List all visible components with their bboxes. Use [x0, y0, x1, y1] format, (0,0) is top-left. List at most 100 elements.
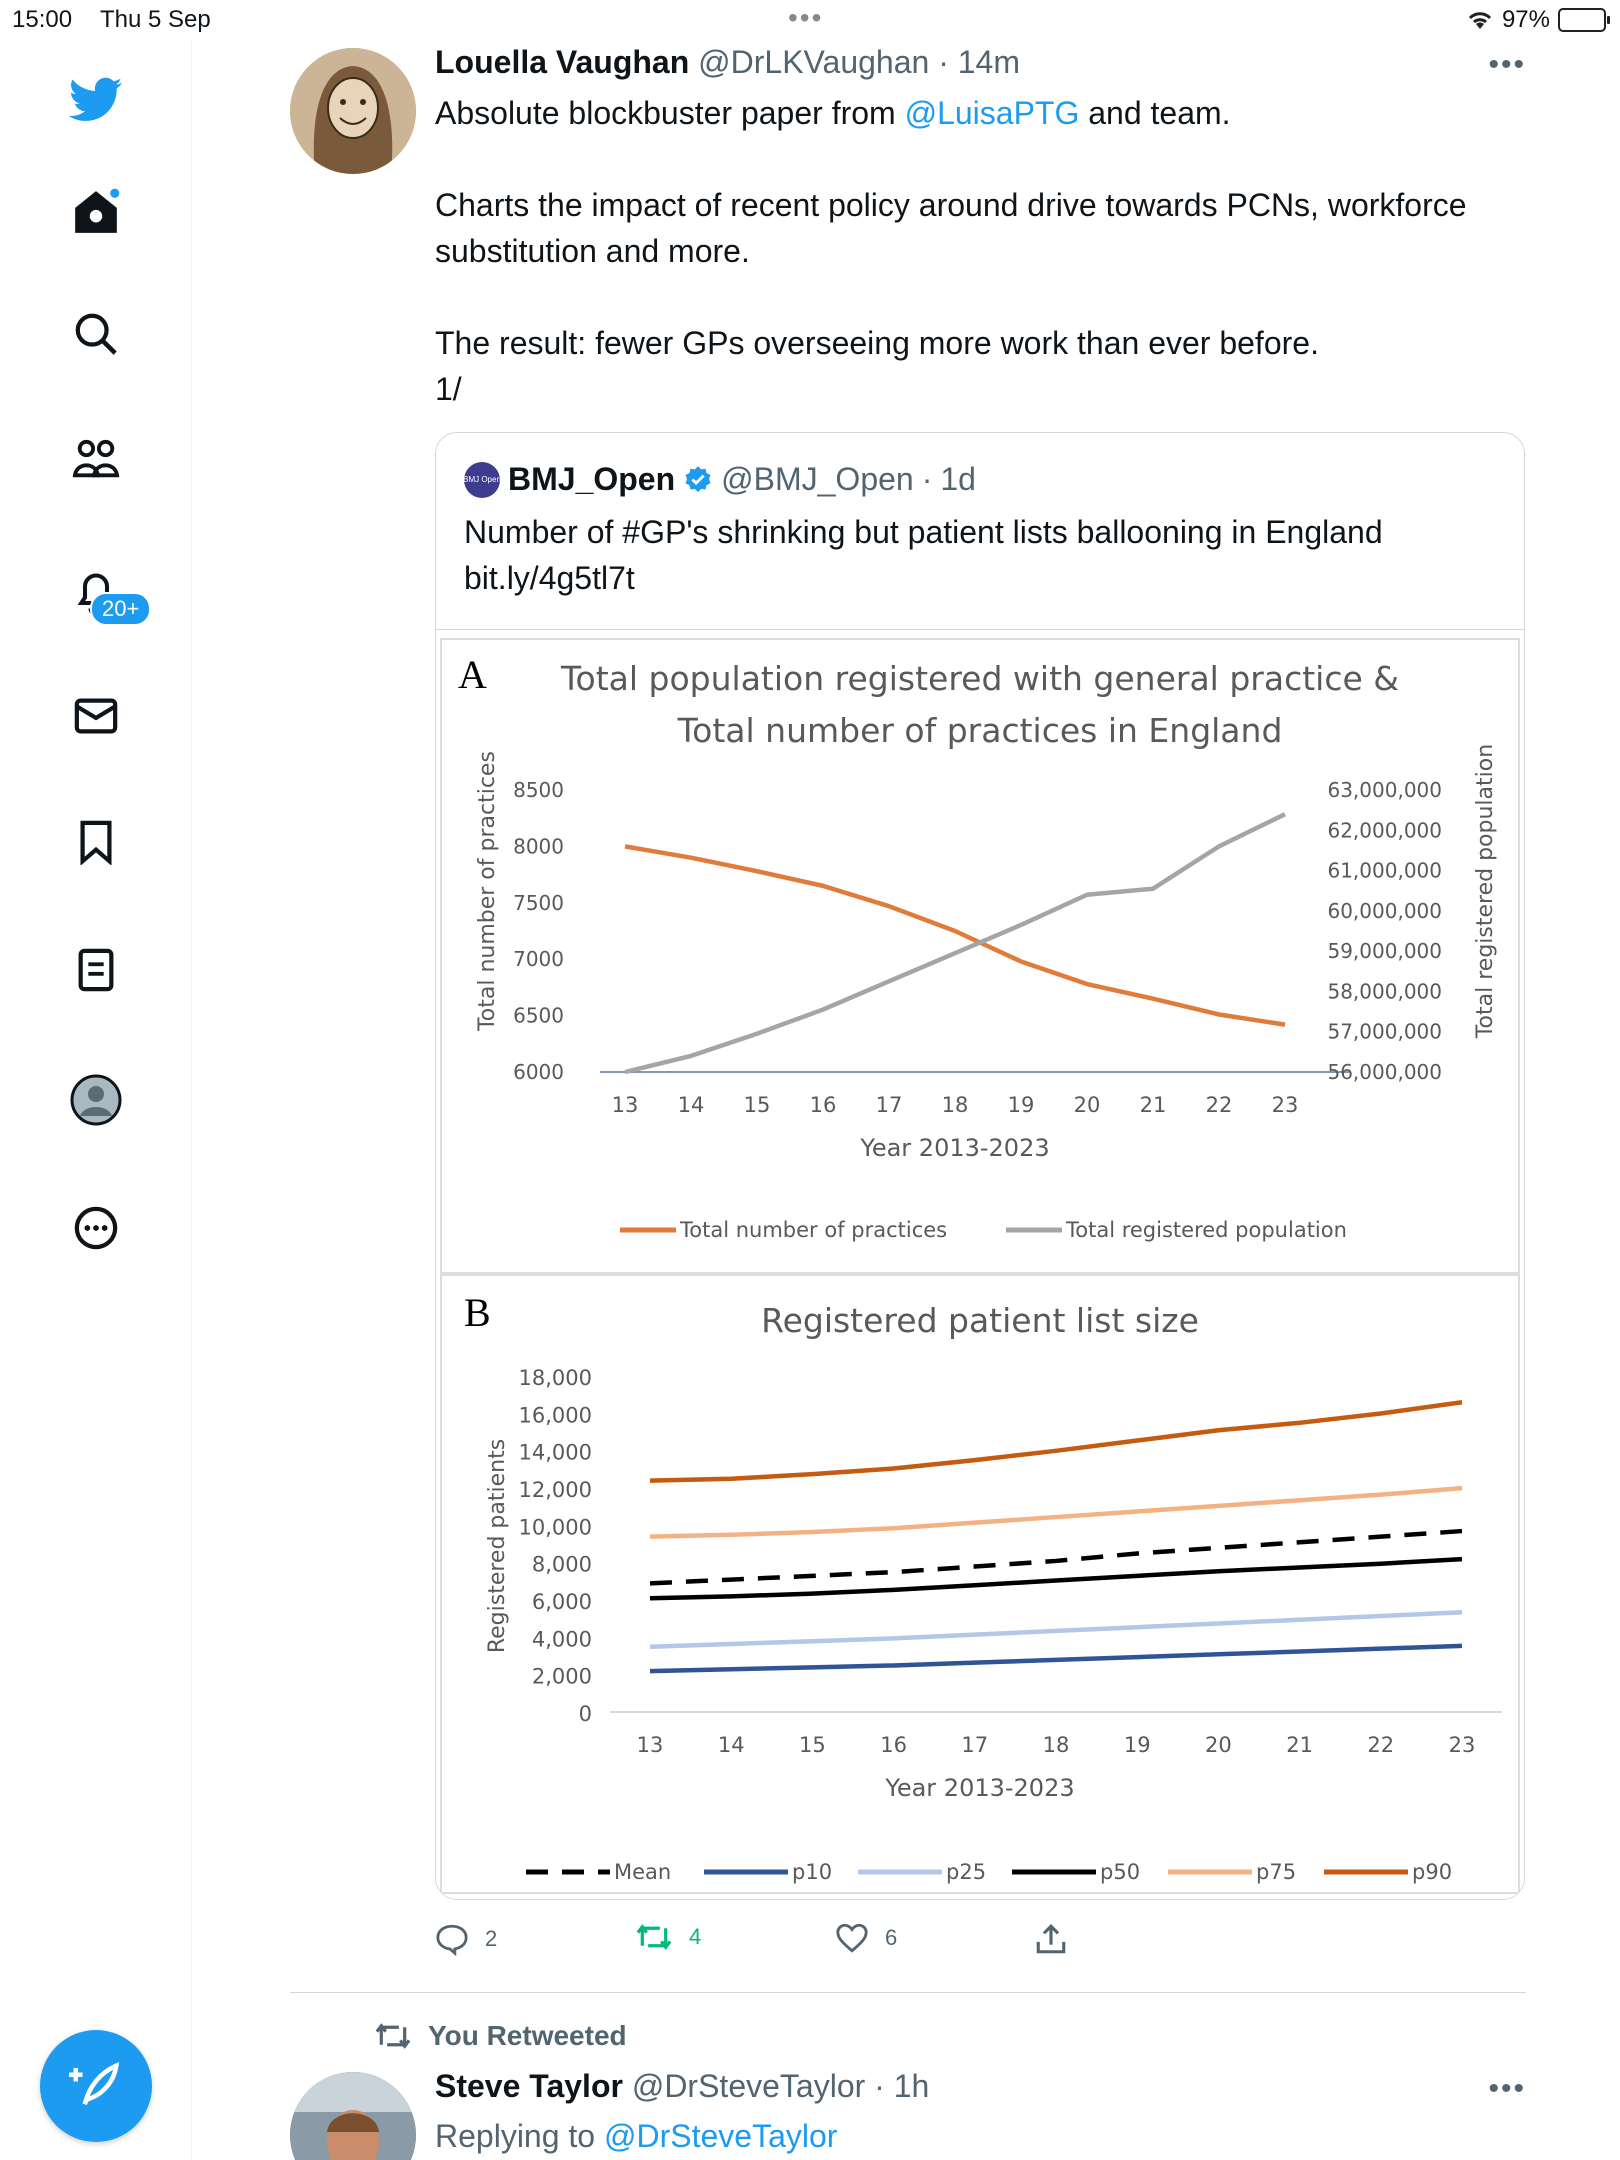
- legend-label-practices: Total number of practices: [679, 1218, 947, 1242]
- panel-label-b: B: [464, 1290, 491, 1335]
- x-tick-label: 16: [810, 1093, 837, 1117]
- reply-button[interactable]: 2: [435, 1922, 497, 1956]
- next-tweet-time[interactable]: 1h: [893, 2068, 930, 2104]
- y-right-tick-label: 58,000,000: [1327, 979, 1442, 1003]
- chart-panel-a: A Total population registered with genera…: [440, 638, 1520, 1274]
- series-line-p10: [649, 1643, 1463, 1674]
- x-tick-label: 13: [612, 1093, 639, 1117]
- retweet-banner: You Retweeted: [374, 2020, 627, 2052]
- legend-label-p50: p50: [1100, 1860, 1140, 1884]
- quoted-tweet[interactable]: BMJ Open BMJ_Open @BMJ_Open · 1d Number of…: [435, 432, 1525, 1900]
- x-tick-label: 16: [880, 1733, 907, 1757]
- tweet-text: Absolute blockbuster paper from @LuisaPT…: [435, 90, 1495, 412]
- status-right: 97%: [1466, 6, 1610, 34]
- y-tick-label: 18,000: [519, 1366, 592, 1390]
- author-name[interactable]: Louella Vaughan: [435, 44, 690, 80]
- tweet-time[interactable]: 14m: [957, 44, 1020, 80]
- y-tick-label: 0: [579, 1702, 592, 1726]
- like-count: 6: [885, 1925, 898, 1950]
- heart-icon: [836, 1923, 868, 1953]
- x-tick-label: 14: [678, 1093, 705, 1117]
- like-button[interactable]: 6: [835, 1922, 897, 1954]
- chart-title: Registered patient list size: [761, 1301, 1199, 1340]
- bookmark-icon[interactable]: [66, 812, 126, 872]
- next-tweet-header: Steve Taylor @DrSteveTaylor · 1h: [435, 2068, 930, 2104]
- quoted-text-line: Number of #GP's shrinking but patient li…: [464, 514, 1383, 550]
- battery-percent: 97%: [1501, 6, 1550, 33]
- quoted-author-name[interactable]: BMJ_Open: [508, 461, 676, 497]
- legend-label-p75: p75: [1256, 1860, 1296, 1884]
- multitasking-dots[interactable]: •••: [788, 2, 824, 33]
- series-line-p25: [649, 1610, 1463, 1650]
- author-handle[interactable]: @DrLKVaughan: [698, 44, 930, 80]
- replying-label: Replying to: [435, 2118, 604, 2154]
- y-left-tick-label: 6500: [513, 1004, 564, 1028]
- y-right-axis-title: Total registered population: [1473, 744, 1498, 1039]
- mention-link[interactable]: @LuisaPTG: [904, 95, 1080, 131]
- compose-tweet-button[interactable]: [40, 2030, 152, 2142]
- status-time: 15:00: [12, 6, 73, 33]
- more-icon[interactable]: [66, 1198, 126, 1258]
- x-tick-label: 18: [1043, 1733, 1070, 1757]
- tweet-text-segment: Absolute blockbuster paper from: [435, 95, 905, 131]
- series-line-p75: [649, 1485, 1463, 1539]
- share-icon: [1036, 1924, 1066, 1954]
- share-button[interactable]: [1035, 1922, 1067, 1956]
- quoted-link[interactable]: bit.ly/4g5tl7t: [464, 560, 635, 596]
- mail-icon[interactable]: [66, 686, 126, 746]
- list-icon[interactable]: [66, 940, 126, 1000]
- series-line-p90: [649, 1400, 1463, 1483]
- x-tick-label: 21: [1140, 1093, 1167, 1117]
- y-right-tick-label: 62,000,000: [1327, 818, 1442, 842]
- quoted-header: BMJ Open BMJ_Open @BMJ_Open · 1d: [463, 461, 976, 498]
- quoted-figure-image[interactable]: A Total population registered with genera…: [436, 629, 1524, 1899]
- next-tweet[interactable]: You Retweeted Steve Taylor @DrSteveTaylo…: [290, 2020, 1526, 2160]
- quoted-time[interactable]: 1d: [940, 461, 976, 497]
- x-tick-label: 20: [1074, 1093, 1101, 1117]
- battery-icon: [1558, 8, 1610, 32]
- author-avatar[interactable]: [290, 48, 416, 174]
- tweet-header: Louella Vaughan @DrLKVaughan · 14m: [435, 44, 1020, 80]
- retweet-count: 4: [689, 1924, 702, 1949]
- x-tick-label: 15: [799, 1733, 826, 1757]
- y-tick-label: 8,000: [532, 1553, 592, 1577]
- chart-title-line1: Total population registered with general…: [560, 659, 1399, 698]
- profile-avatar-icon[interactable]: [66, 1070, 126, 1130]
- y-tick-label: 4,000: [532, 1627, 592, 1651]
- legend-label-population: Total registered population: [1065, 1218, 1347, 1242]
- x-tick-label: 19: [1124, 1733, 1151, 1757]
- retweet-icon: [636, 1924, 672, 1950]
- replying-to: Replying to @DrSteveTaylor: [435, 2118, 837, 2155]
- chart-a-svg: A Total population registered with genera…: [458, 652, 1498, 1242]
- search-icon[interactable]: [66, 304, 126, 364]
- notification-badge: 20+: [90, 592, 152, 626]
- x-tick-label: 23: [1449, 1733, 1476, 1757]
- reply-icon: [436, 1924, 468, 1956]
- x-tick-label: 18: [942, 1093, 969, 1117]
- quoted-author-handle[interactable]: @BMJ_Open: [721, 461, 914, 497]
- x-tick-label: 22: [1367, 1733, 1394, 1757]
- home-icon[interactable]: [66, 182, 126, 242]
- y-tick-label: 16,000: [519, 1403, 592, 1427]
- communities-icon[interactable]: [66, 430, 126, 490]
- x-tick-label: 20: [1205, 1733, 1232, 1757]
- next-tweet-more-button[interactable]: •••: [1488, 2072, 1526, 2105]
- sidebar: 20+: [0, 40, 192, 2160]
- reply-count: 2: [485, 1926, 498, 1951]
- replying-handle-link[interactable]: @DrSteveTaylor: [603, 2118, 838, 2154]
- next-author-name[interactable]: Steve Taylor: [435, 2068, 623, 2104]
- next-author-avatar[interactable]: [290, 2072, 416, 2160]
- twitter-logo-icon[interactable]: [66, 70, 126, 130]
- verified-badge-icon: [685, 465, 711, 492]
- wifi-icon: [1468, 12, 1492, 29]
- tweet-more-button[interactable]: •••: [1488, 48, 1526, 81]
- y-left-tick-label: 7000: [513, 947, 564, 971]
- chart-b-svg: B Registered patient list size 0 2,000 4,000…: [464, 1290, 1502, 1884]
- y-tick-label: 10,000: [519, 1515, 592, 1539]
- y-left-axis-title: Total number of practices: [475, 751, 500, 1032]
- next-author-handle[interactable]: @DrSteveTaylor: [631, 2068, 866, 2104]
- x-tick-label: 15: [744, 1093, 771, 1117]
- legend-label-p90: p90: [1412, 1860, 1452, 1884]
- retweet-button[interactable]: 4: [635, 1922, 701, 1952]
- legend-label-mean: Mean: [614, 1860, 671, 1884]
